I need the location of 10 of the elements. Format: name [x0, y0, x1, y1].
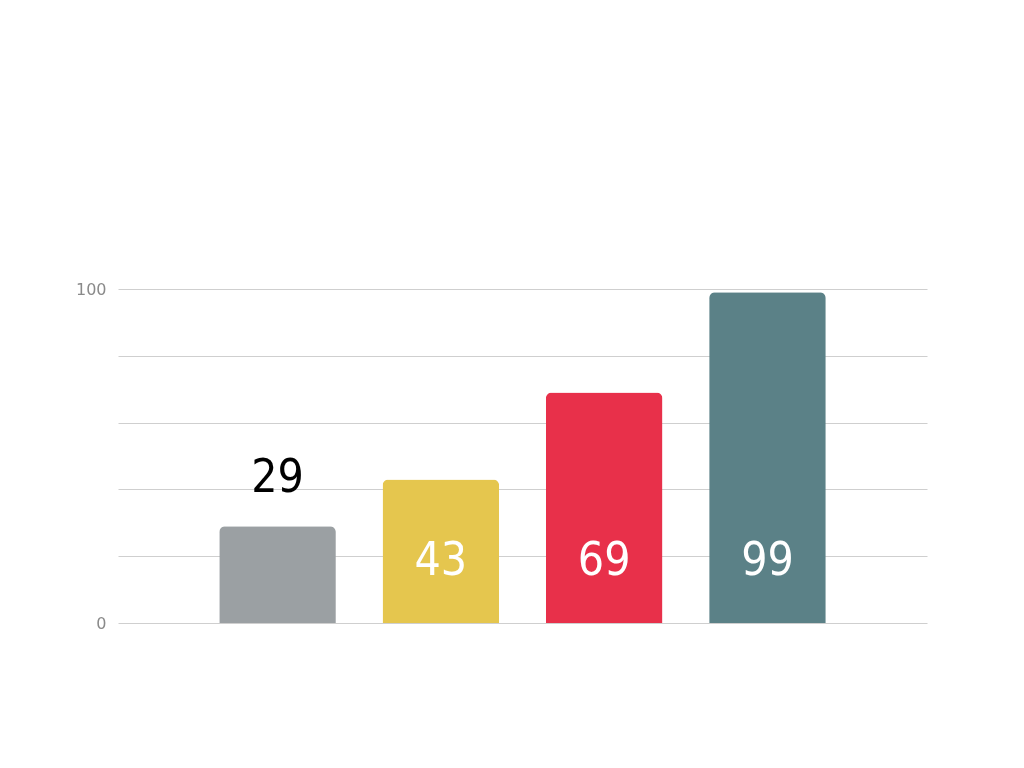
bar	[219, 526, 336, 623]
data-label: 29	[251, 449, 304, 504]
y-tick-label: 0	[96, 613, 107, 633]
bar	[545, 392, 663, 623]
data-label: 43	[414, 532, 468, 586]
bar	[382, 479, 500, 623]
data-label: 69	[577, 532, 631, 586]
y-tick-label: 100	[75, 279, 107, 299]
data-label: 99	[741, 532, 794, 586]
bar	[709, 292, 826, 623]
